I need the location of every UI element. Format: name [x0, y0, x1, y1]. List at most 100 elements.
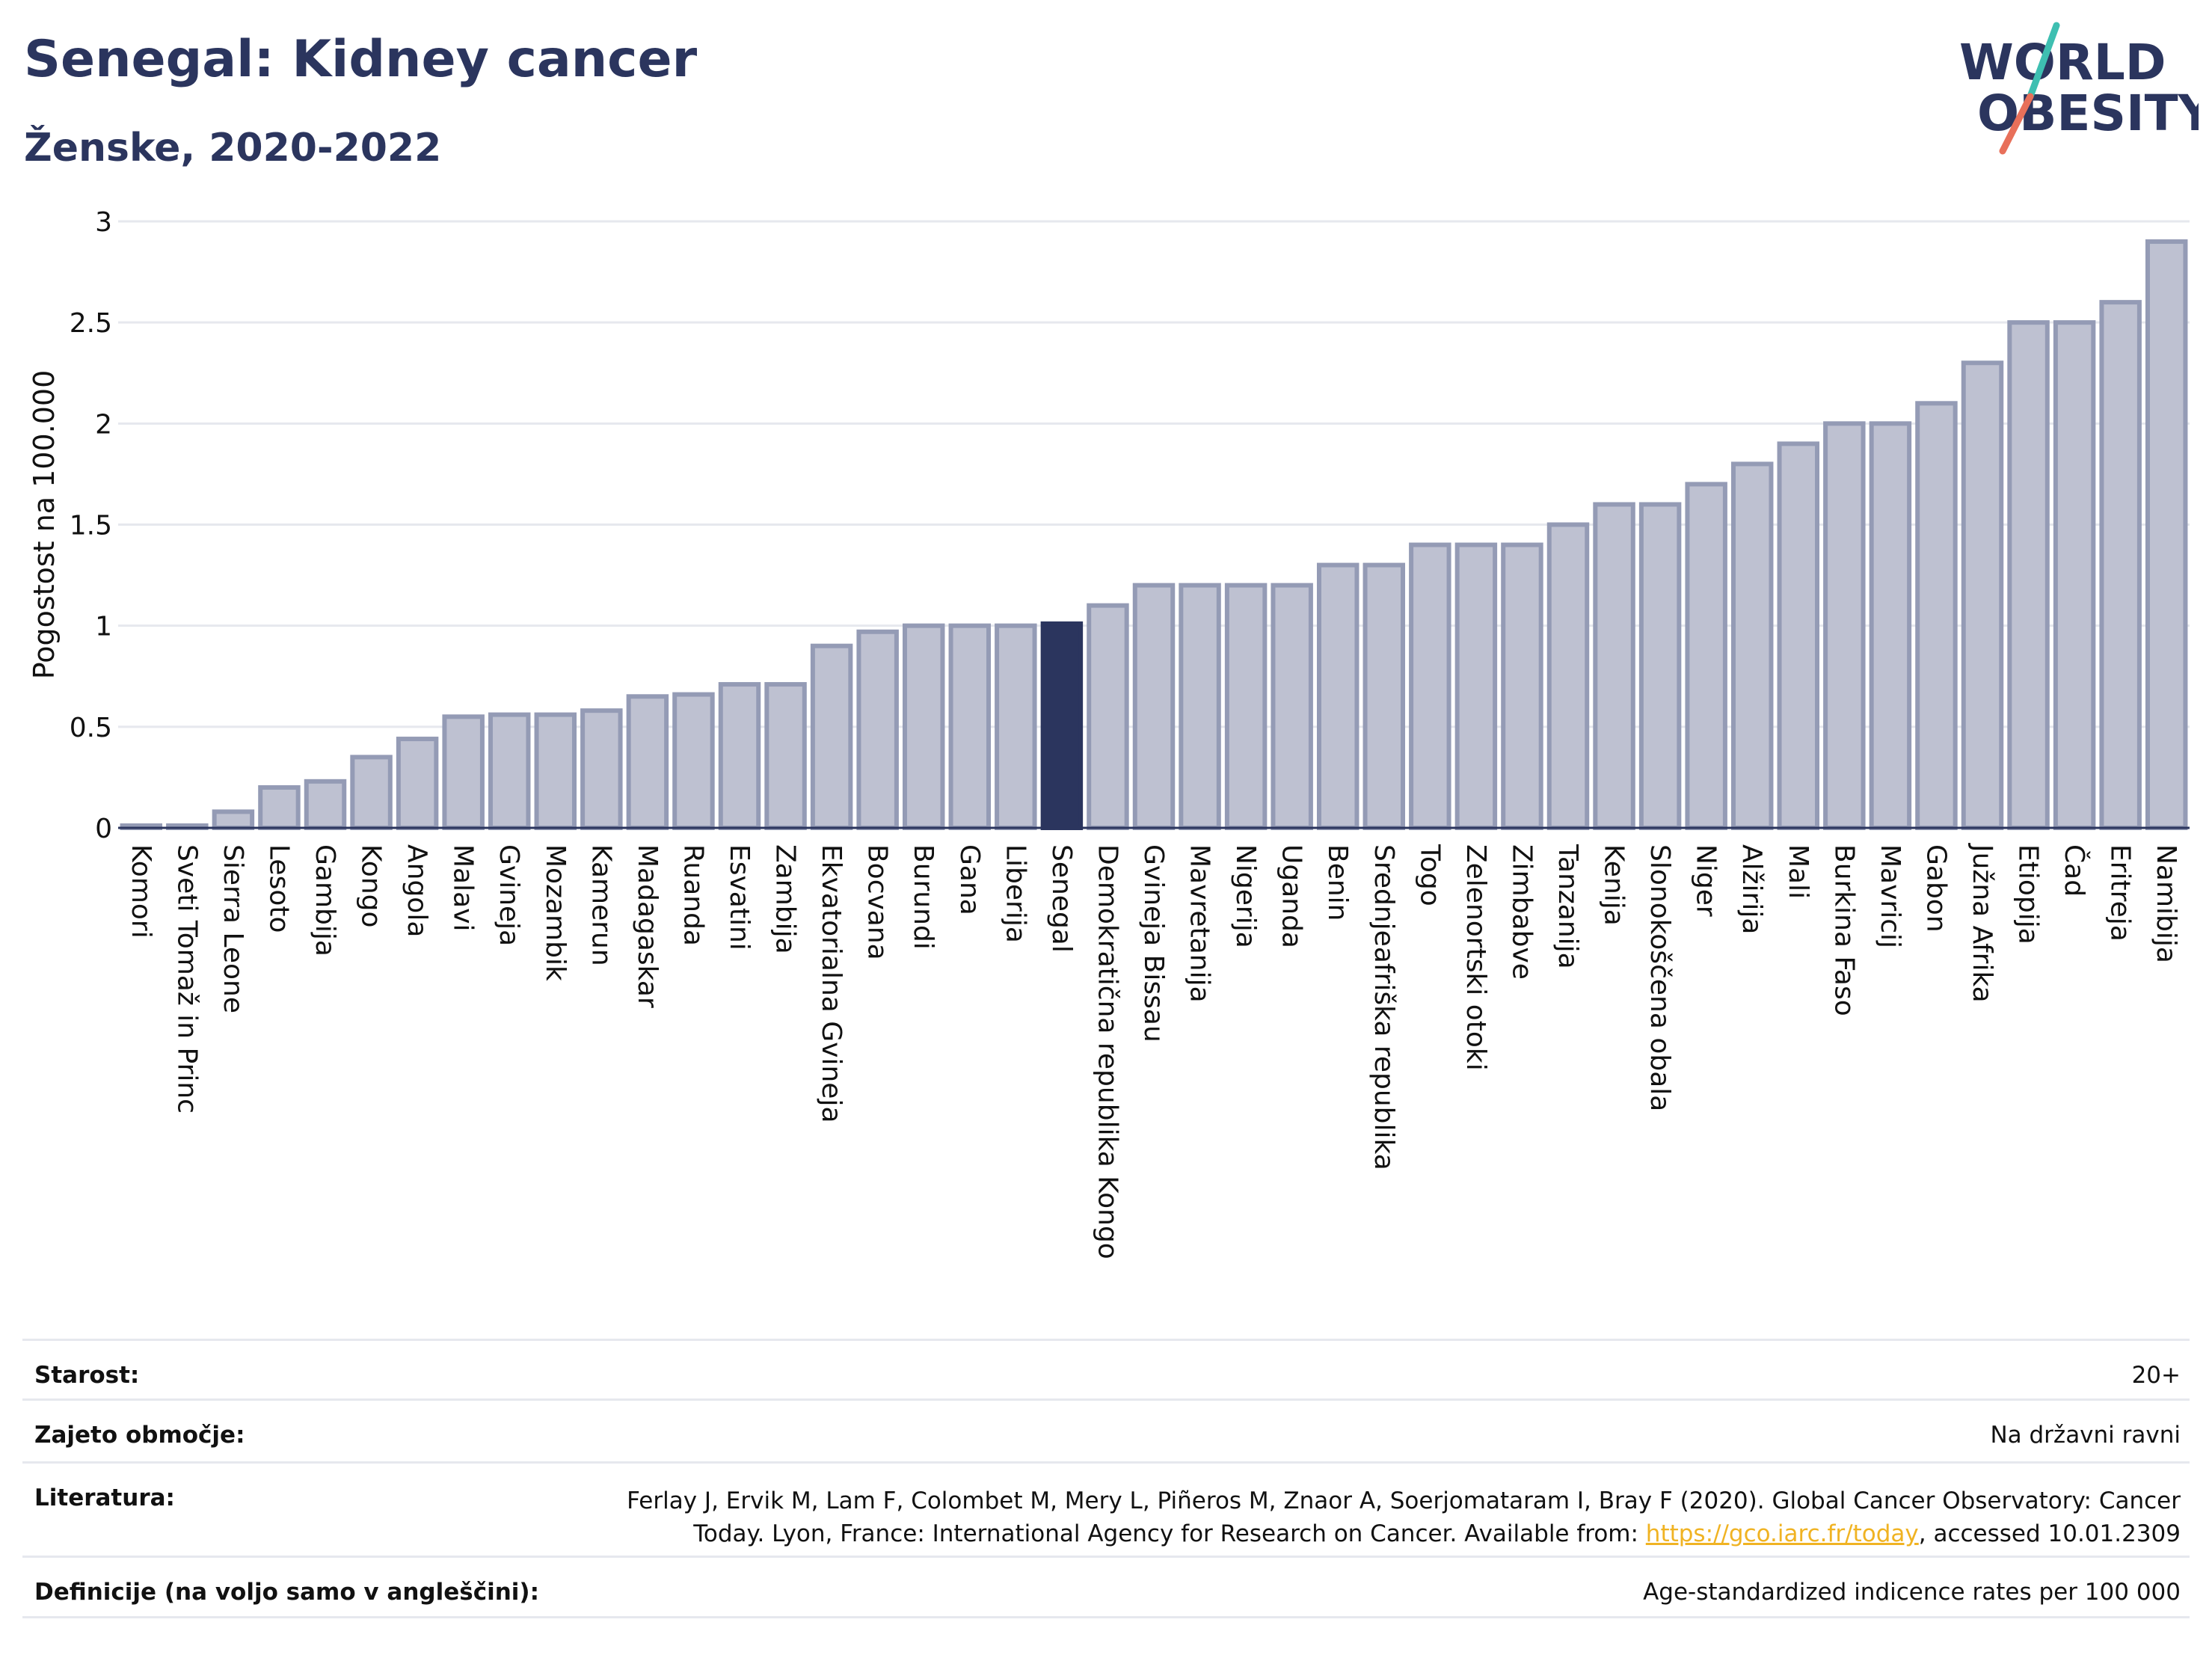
bar-burundi: [902, 623, 945, 831]
bar-burkina-faso: [1823, 421, 1866, 830]
bar-mozambik: [534, 712, 577, 831]
x-tick-label: Madagaskar: [632, 844, 663, 1008]
gco-link[interactable]: https://gco.iarc.fr/today: [1645, 1520, 1919, 1547]
footer-row-definitions: Definicije (na voljo samo v angleščini):…: [22, 1556, 2190, 1618]
bar-esvatini: [718, 682, 761, 831]
x-tick-label: Gvineja Bissau: [1138, 844, 1169, 1043]
bar-bocvana: [856, 629, 899, 830]
x-tick-label: Sveti Tomaž in Princ: [171, 844, 202, 1114]
literature-line-1: Ferlay J, Ervik M, Lam F, Colombet M, Me…: [627, 1487, 2181, 1514]
x-tick-label: Angola: [402, 844, 432, 937]
bar-benin: [1316, 562, 1360, 830]
x-tick-label: Kongo: [356, 844, 387, 928]
bar-mavricij: [1869, 421, 1912, 830]
bar-zambija: [764, 682, 807, 831]
x-tick-label: Uganda: [1276, 844, 1307, 948]
bar-demokratična-republika-kongo: [1087, 603, 1129, 831]
footer-label-literature: Literatura:: [34, 1484, 175, 1511]
bar-gabon: [1915, 401, 1958, 830]
x-tick-label: Slonokoščena obala: [1644, 844, 1675, 1111]
x-tick-label: Kenija: [1599, 844, 1629, 926]
bar-niger: [1685, 482, 1727, 831]
bar-kamerun: [580, 708, 623, 830]
logo-slash-teal: [2027, 22, 2060, 100]
footer-value-age: 20+: [2131, 1362, 2181, 1389]
y-tick-labels: 0 0.5 1 1.5 2 2.5 3: [70, 207, 112, 844]
x-tick-label: Tanzanija: [1552, 844, 1583, 969]
literature-line-2: Today. Lyon, France: International Agenc…: [535, 1517, 2181, 1550]
bar-gvineja-bissau: [1132, 583, 1176, 830]
x-tick-label: Mali: [1783, 844, 1813, 899]
x-tick-label: Ruanda: [678, 844, 708, 946]
footer-table: Starost: 20+ Zajeto območje: Na državni …: [22, 1339, 2190, 1618]
world-obesity-logo: WORLD OBESITY: [1959, 22, 2199, 155]
bar-ekvatorialna-gvineja: [810, 643, 853, 831]
bar-tanzanija: [1546, 522, 1590, 830]
footer-label-definitions: Definicije (na voljo samo v angleščini):: [34, 1579, 539, 1606]
bar-angola: [396, 737, 439, 831]
literature-line-2-pre: Today. Lyon, France: International Agenc…: [693, 1520, 1646, 1547]
x-tick-label: Mavricij: [1875, 844, 1905, 948]
x-tick-label: Mozambik: [540, 844, 571, 981]
bar-alžirija: [1730, 461, 1774, 831]
bar-mavretanija: [1179, 583, 1221, 830]
bars: [120, 239, 2188, 831]
x-tick-label: Esvatini: [724, 844, 755, 951]
x-tick-label: Gana: [954, 844, 985, 915]
x-tick-label: Kamerun: [586, 844, 616, 966]
x-tick-label: Bocvana: [862, 844, 893, 960]
x-tick-label: Niger: [1691, 844, 1721, 917]
x-tick-label: Alžirija: [1736, 844, 1767, 934]
x-tick-label: Čad: [2059, 844, 2090, 897]
footer-value-definitions: Age-standardized indicence rates per 100…: [1643, 1579, 2181, 1606]
bar-zelenortski-otoki: [1454, 542, 1498, 830]
bar-srednjeafriška-republika: [1362, 562, 1406, 830]
x-tick-label: Benin: [1322, 844, 1353, 921]
logo-slash-coral: [1999, 93, 2034, 155]
x-tick-label: Južna Afrika: [1967, 843, 1997, 1003]
y-tick-label: 0: [95, 814, 112, 844]
bar-kongo: [350, 755, 393, 831]
x-tick-label: Malavi: [448, 844, 479, 932]
x-tick-label: Srednjeafriška republika: [1368, 844, 1399, 1170]
bar-chart: 0 0.5 1 1.5 2 2.5 3 Komori Sveti Tomaž in Princ…: [28, 207, 2190, 1259]
literature-line-2-post: , accessed 10.01.2309: [1918, 1520, 2181, 1547]
x-tick-label: Burkina Faso: [1828, 844, 1859, 1016]
bar-liberija: [995, 623, 1037, 831]
footer-row-literature: Literatura: Ferlay J, Ervik M, Lam F, Co…: [22, 1461, 2190, 1556]
x-tick-label: Liberija: [1000, 844, 1030, 943]
y-tick-label: 2: [95, 409, 112, 440]
bar-etiopija: [2007, 320, 2050, 830]
x-tick-label: Sierra Leone: [218, 844, 248, 1013]
bar-kenija: [1593, 502, 1635, 830]
logo-text-world: WORLD: [1959, 34, 2166, 91]
x-tick-label: Burundi: [908, 844, 938, 950]
bar-madagaskar: [626, 694, 669, 830]
bar-senegal: [1040, 621, 1084, 830]
bar-čad: [2053, 320, 2096, 830]
x-tick-label: Demokratična republika Kongo: [1092, 844, 1122, 1259]
x-tick-label: Zimbabve: [1506, 844, 1537, 980]
x-tick-label: Togo: [1414, 844, 1445, 906]
bar-uganda: [1271, 583, 1313, 830]
bar-lesoto: [258, 784, 301, 831]
footer-row-age: Starost: 20+: [22, 1339, 2190, 1398]
y-tick-label: 1.5: [70, 511, 112, 541]
y-tick-label: 0.5: [70, 713, 112, 743]
x-tick-label: Nigerija: [1230, 844, 1261, 948]
x-tick-label: Lesoto: [263, 844, 294, 933]
bar-gambija: [304, 779, 347, 831]
footer-label-age: Starost:: [34, 1362, 140, 1389]
footer-value-literature: Ferlay J, Ervik M, Lam F, Colombet M, Me…: [535, 1484, 2190, 1550]
bar-malavi: [442, 714, 485, 830]
page-subtitle: Ženske, 2020-2022: [24, 126, 442, 171]
y-tick-label: 3: [95, 207, 112, 238]
footer-row-coverage: Zajeto območje: Na državni ravni: [22, 1398, 2190, 1461]
bar-mali: [1777, 441, 1820, 830]
x-tick-label: Gvineja: [494, 844, 524, 946]
x-tick-label: Ekvatorialna Gvineja: [816, 844, 847, 1123]
bar-togo: [1409, 542, 1451, 830]
x-tick-label: Gabon: [1920, 844, 1951, 933]
x-tick-label: Zelenortski otoki: [1460, 844, 1491, 1071]
bar-gana: [948, 623, 992, 831]
